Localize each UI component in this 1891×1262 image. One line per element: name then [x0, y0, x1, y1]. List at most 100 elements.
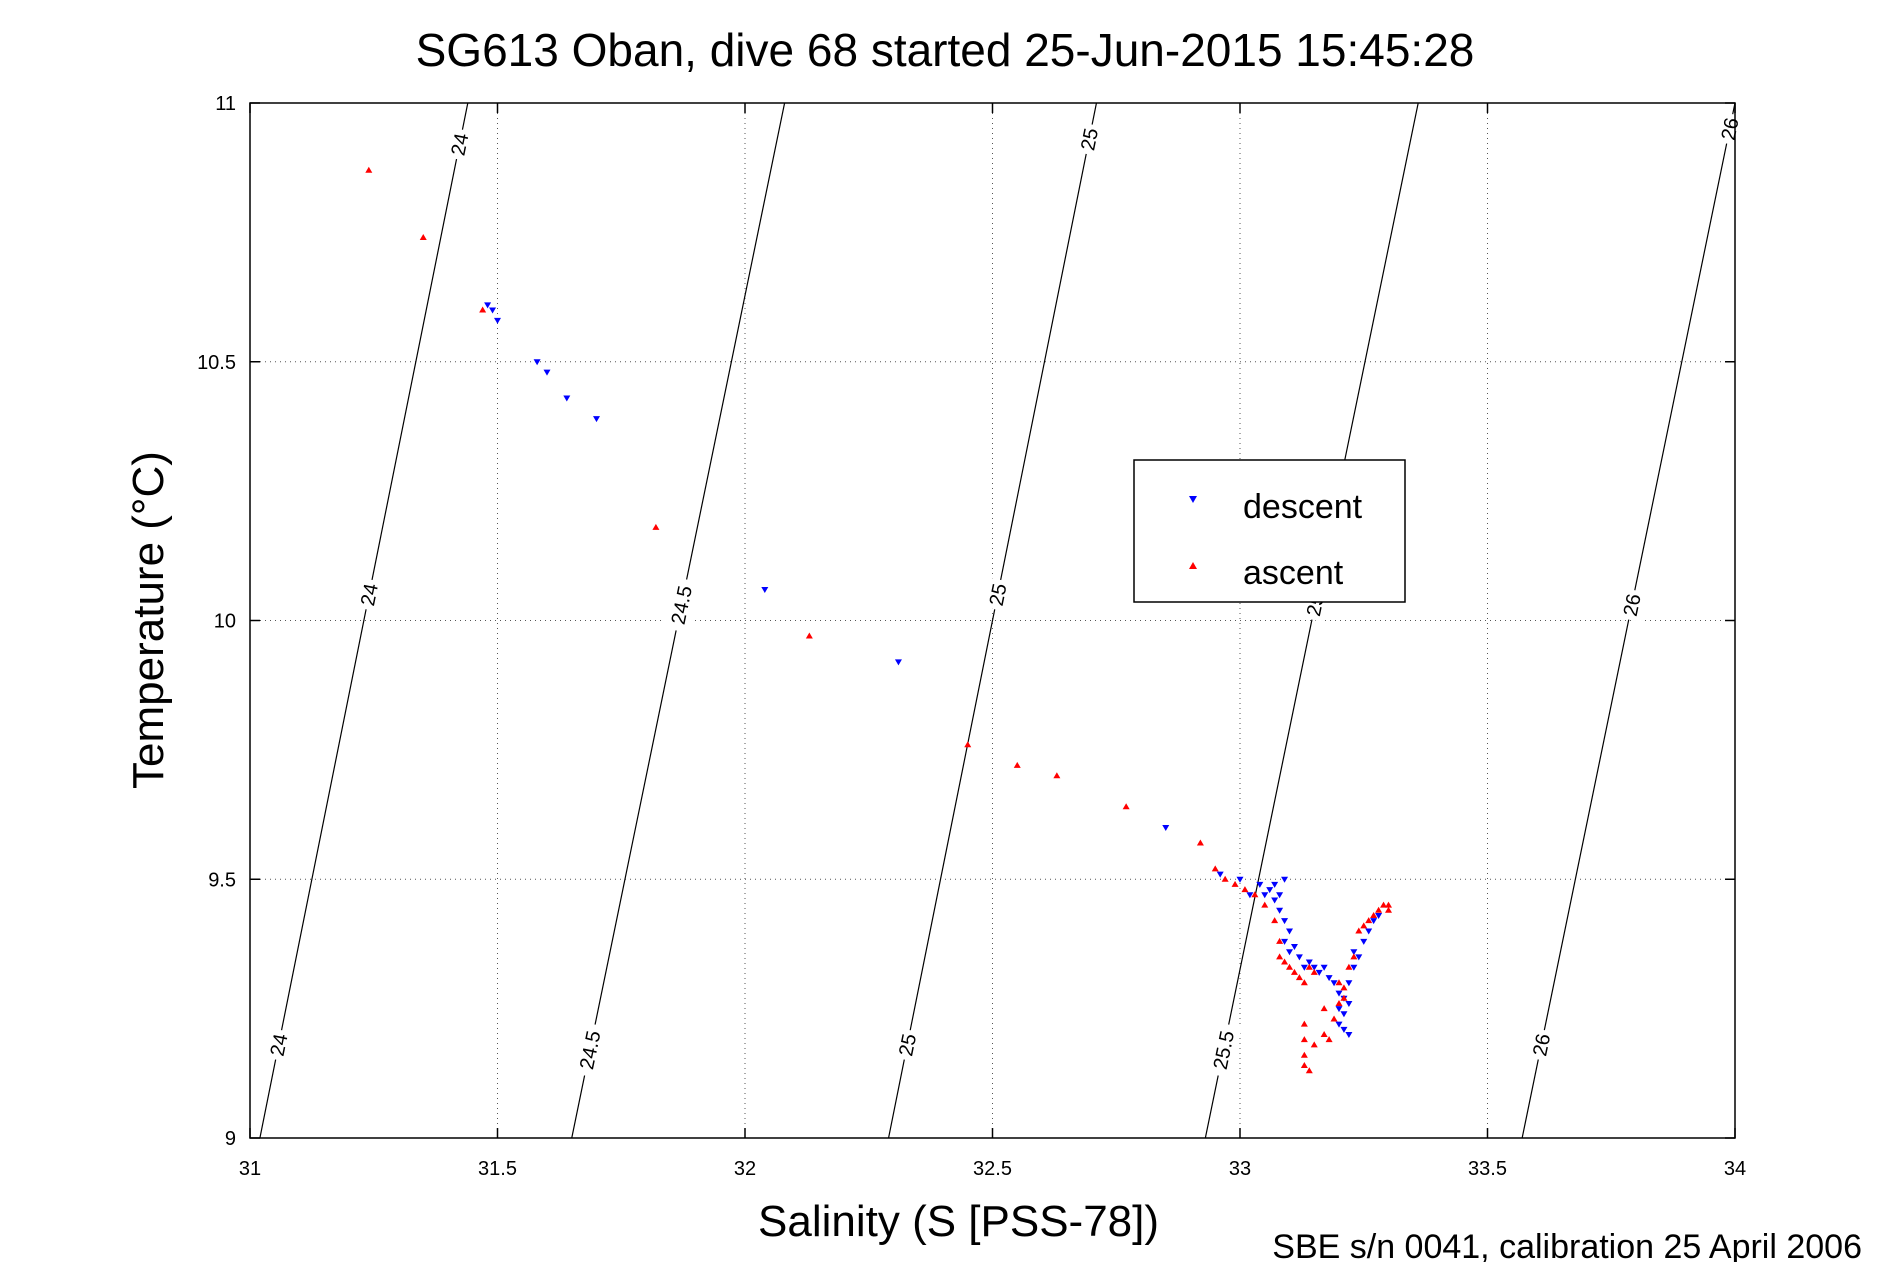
descent-point — [1335, 990, 1343, 997]
ascent-point — [1350, 953, 1358, 960]
density-contour-line — [1521, 102, 1736, 1139]
ascent-point — [1300, 1036, 1308, 1043]
ascent-point — [1271, 917, 1279, 924]
ascent-point — [1365, 917, 1373, 924]
x-tick-label: 33.5 — [1468, 1158, 1507, 1180]
density-contour-label: 26 — [1620, 592, 1646, 618]
descent-point — [1281, 876, 1289, 883]
ascent-point — [1305, 963, 1313, 970]
contour-label-background — [443, 127, 476, 162]
contour-label-background — [353, 577, 385, 612]
descent-point — [1216, 871, 1224, 878]
ascent-point — [1261, 901, 1269, 908]
data-points — [365, 166, 1392, 1074]
x-tick-label: 32.5 — [973, 1158, 1012, 1180]
ascent-point — [1281, 958, 1289, 965]
ascent-point — [1340, 984, 1348, 991]
descent-point — [1276, 892, 1284, 899]
density-contour-label: 26 — [1529, 1032, 1555, 1058]
descent-point — [494, 317, 501, 324]
ascent-point — [1300, 979, 1308, 986]
descent-point — [1281, 918, 1289, 925]
density-contour-line — [1204, 102, 1419, 1139]
descent-point — [1261, 892, 1269, 899]
ascent-point — [1196, 839, 1204, 846]
descent-point — [1350, 964, 1358, 971]
ascent-point — [1231, 880, 1239, 887]
legend-ascent-label: ascent — [1243, 554, 1344, 592]
ascent-point — [1122, 803, 1130, 810]
ascent-point — [964, 741, 972, 748]
ascent-point — [1300, 1020, 1308, 1027]
x-tick-label: 31.5 — [478, 1158, 517, 1180]
descent-point — [1350, 949, 1358, 956]
descent-point — [1295, 954, 1303, 961]
descent-point — [1345, 1032, 1353, 1038]
ascent-point — [1053, 772, 1061, 779]
descent-point — [1276, 907, 1284, 914]
descent-point — [593, 416, 600, 423]
descent-point — [1340, 1026, 1348, 1033]
descent-point — [1236, 876, 1244, 883]
descent-point — [1370, 918, 1378, 925]
ascent-point — [1370, 911, 1378, 918]
ascent-point — [1335, 999, 1343, 1006]
descent-point — [1286, 949, 1293, 956]
ascent-point — [1335, 979, 1343, 986]
ascent-point — [1340, 994, 1348, 1001]
descent-point — [563, 395, 571, 402]
ascent-point — [1375, 906, 1383, 913]
descent-point — [1330, 980, 1338, 987]
density-contour-line — [259, 102, 469, 1139]
descent-point — [1335, 1021, 1343, 1028]
contour-label-background — [1205, 1021, 1242, 1079]
ascent-point — [419, 234, 427, 241]
ascent-point — [805, 632, 813, 639]
descent-point — [1305, 959, 1313, 966]
y-axis-label: Temperature (°C) — [124, 451, 173, 789]
descent-point — [484, 302, 492, 309]
descent-point — [1300, 964, 1308, 971]
ascent-point — [652, 523, 660, 530]
descent-point — [489, 307, 497, 314]
ascent-point — [1276, 953, 1284, 960]
y-tick-label: 11 — [215, 93, 236, 115]
density-contour-label: 24 — [267, 1032, 293, 1058]
descent-point — [1162, 825, 1170, 831]
legend-box — [1133, 459, 1406, 603]
contour-label-background — [1073, 121, 1105, 157]
chart-title: SG613 Oban, dive 68 started 25-Jun-2015 … — [416, 24, 1475, 76]
axis-ticks: 31 31.5 32 32.5 33 33.5 34 9 9.5 10 10.5 11 — [197, 93, 1746, 1180]
legend: descent ascent — [1133, 459, 1406, 603]
ascent-point — [1276, 937, 1284, 944]
descent-point — [1345, 980, 1353, 987]
descent-point — [1365, 928, 1373, 935]
ascent-point — [1310, 968, 1318, 975]
ascent-point — [1305, 1067, 1313, 1074]
x-tick-label: 33 — [1229, 1158, 1251, 1180]
ascent-point — [1385, 906, 1392, 913]
ascent-point — [1290, 968, 1298, 975]
density-contour-line — [887, 102, 1098, 1139]
descent-point — [1310, 964, 1318, 971]
descent-point — [1271, 881, 1279, 888]
descent-point — [533, 359, 541, 366]
y-tick-label: 9.5 — [208, 869, 236, 891]
ascent-point — [1251, 891, 1259, 898]
descent-point — [1256, 881, 1264, 888]
descent-point — [1281, 938, 1289, 945]
descent-point — [1266, 887, 1274, 894]
contour-label-background — [1713, 111, 1746, 147]
y-tick-label: 10 — [214, 611, 236, 633]
descent-point — [1290, 944, 1298, 951]
descent-point — [894, 659, 902, 666]
ascent-point — [1013, 761, 1021, 768]
descent-point — [1360, 938, 1368, 945]
ascent-point — [1325, 1036, 1333, 1043]
x-tick-label: 34 — [1724, 1158, 1746, 1180]
descent-point — [1325, 975, 1333, 982]
ascent-point — [479, 306, 487, 313]
density-contour-label: 24 — [447, 132, 473, 158]
